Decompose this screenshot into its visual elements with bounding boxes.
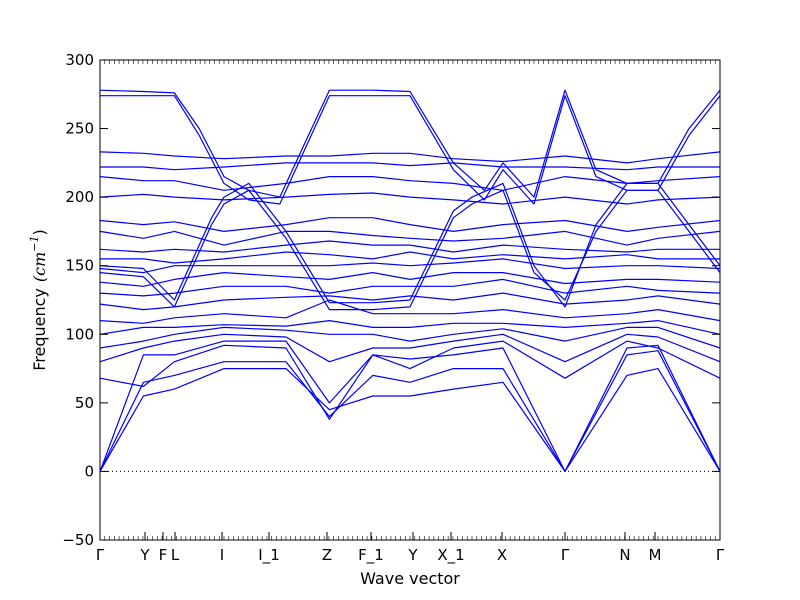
x-tick-label: Γ	[716, 546, 725, 564]
y-axis-label-text: Frequency	[30, 288, 49, 371]
y-tick-label: 200	[65, 188, 94, 206]
y-tick-label: 250	[65, 120, 94, 138]
band-line	[99, 192, 721, 205]
band-line	[99, 176, 721, 191]
x-axis-label: Wave vector	[360, 569, 460, 588]
x-tick-label: Γ	[561, 546, 570, 564]
band-line	[99, 89, 721, 198]
y-axis-label-unit-exp: −1	[28, 236, 41, 252]
band-line	[100, 95, 721, 205]
y-tick-label: 0	[84, 462, 94, 480]
x-tick-label: I_1	[258, 546, 279, 565]
band-line	[99, 272, 721, 287]
band-line	[100, 251, 720, 264]
x-tick-label: F_1	[358, 546, 384, 565]
y-tick-label: −50	[62, 531, 94, 549]
y-tick-label: 150	[65, 257, 94, 275]
band-line	[99, 368, 721, 472]
x-tick-label: N	[619, 546, 630, 564]
x-tick-label: X	[497, 546, 507, 564]
band-line	[99, 340, 721, 472]
x-tick-label: M	[649, 546, 662, 564]
band-line	[100, 162, 720, 171]
x-tick-label: Z	[322, 546, 332, 564]
x-tick-label: Y	[139, 546, 150, 564]
band-line	[99, 217, 721, 232]
band-line	[99, 189, 721, 311]
x-tick-label: L	[171, 546, 180, 564]
y-tick-label: 100	[65, 325, 94, 343]
band-line	[99, 350, 721, 472]
band-line	[99, 278, 721, 297]
band-line	[99, 292, 721, 311]
y-axis-label-unit: (cm	[30, 252, 49, 282]
series-layer	[99, 89, 721, 472]
band-line	[99, 320, 721, 335]
x-tick-label: Y	[407, 546, 418, 564]
band-line	[99, 258, 721, 274]
y-axis-label-unit-close: )	[30, 229, 49, 235]
band-line	[99, 230, 721, 246]
x-tick-label: X_1	[437, 546, 464, 565]
band-line	[99, 333, 721, 363]
y-axis-label: Frequency (cm−1)	[28, 229, 49, 371]
y-tick-label: 300	[65, 51, 94, 69]
band-line	[99, 240, 720, 253]
y-tick-label: 50	[75, 394, 94, 412]
band-line	[99, 182, 721, 308]
band-line	[99, 326, 721, 349]
x-tick-label: I	[220, 546, 224, 564]
x-tick-label: Γ	[96, 546, 105, 564]
x-axis-ticks: Γ Y F L I I_1 Z F_1 Y X_1 X Γ N M Γ	[96, 60, 725, 565]
plot-frame	[99, 59, 721, 541]
band-line	[99, 299, 721, 324]
y-axis-ticks: −50 0 50 100 150 200 250 300	[62, 51, 720, 549]
x-tick-label: F	[159, 546, 168, 564]
band-line	[99, 151, 721, 164]
band-line	[99, 340, 721, 420]
